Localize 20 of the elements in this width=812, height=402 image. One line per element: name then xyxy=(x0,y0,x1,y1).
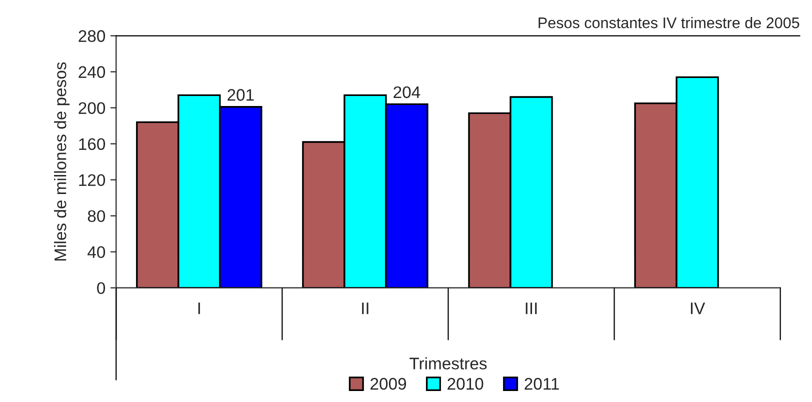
chart-subtitle: Pesos constantes IV trimestre de 2005 xyxy=(538,17,800,28)
y-tick-label: 240 xyxy=(78,66,106,78)
y-tick-label: 280 xyxy=(78,30,106,42)
y-tick-label: 80 xyxy=(88,210,106,222)
x-tick-label: III xyxy=(526,302,537,314)
y-tick-label: 200 xyxy=(78,102,106,114)
x-tick-label: I xyxy=(198,302,200,314)
legend-label: 2010 xyxy=(448,378,484,390)
x-tick-label: II xyxy=(362,302,368,314)
data-label: 204 xyxy=(394,86,420,98)
x-axis-title: Trimestres xyxy=(410,357,487,370)
y-tick-label: 0 xyxy=(97,282,106,294)
legend-label: 2011 xyxy=(524,378,559,390)
y-tick-label: 40 xyxy=(88,246,106,258)
legend-label: 2009 xyxy=(370,378,406,390)
y-tick-label: 120 xyxy=(79,174,106,186)
y-tick-label: 160 xyxy=(79,138,106,150)
x-tick-label: IV xyxy=(690,302,706,314)
y-axis-title: Miles de millones de pesos xyxy=(54,62,70,260)
data-label: 201 xyxy=(228,89,254,101)
